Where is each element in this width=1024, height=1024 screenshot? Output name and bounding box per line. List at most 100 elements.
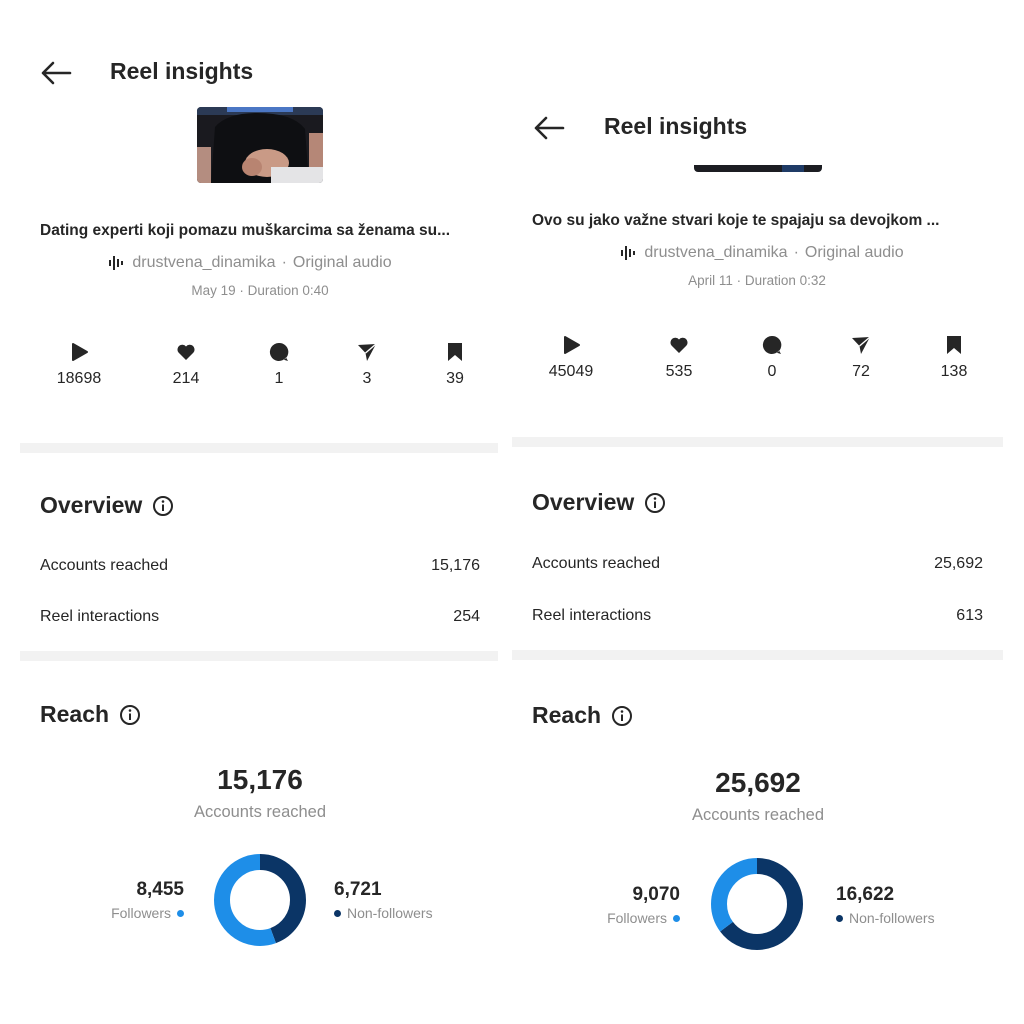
non-followers-label: Non-followers — [347, 905, 433, 921]
non-followers-legend: Non-followers — [334, 905, 433, 921]
reach-heading: Reach — [40, 701, 141, 728]
overview-heading: Overview — [532, 489, 666, 516]
reel-thumbnail[interactable] — [197, 107, 323, 183]
audio-separator: · — [793, 244, 799, 261]
comments-count: 0 — [767, 363, 777, 380]
followers-label: Followers — [111, 905, 171, 921]
audio-track: Original audio — [292, 254, 392, 271]
plays-count: 45049 — [548, 363, 594, 380]
reel-caption: Dating experti koji pomazu muškarcima sa… — [40, 222, 451, 239]
audio-info[interactable]: drustvena_dinamika · Original audio — [542, 244, 982, 262]
non-followers-dot — [334, 909, 341, 917]
saves-count: 39 — [446, 370, 464, 387]
heart-icon — [670, 337, 688, 353]
reel-interactions-value: 254 — [453, 608, 480, 625]
reel-date-duration: April 11 · Duration 0:32 — [688, 273, 826, 288]
reach-donut-chart — [711, 858, 803, 950]
info-icon[interactable] — [611, 705, 633, 727]
accounts-reached-label: Accounts reached — [532, 555, 661, 572]
reach-donut-chart — [214, 854, 306, 946]
section-divider — [512, 650, 1003, 660]
section-divider — [20, 651, 498, 661]
non-followers-count: 16,622 — [836, 884, 895, 905]
reel-insights-panel-1: Reel insights Dating experti koji pomazu… — [0, 0, 500, 1024]
comments-stat: 1 — [234, 341, 324, 388]
audio-separator: · — [281, 254, 287, 271]
saves-count: 138 — [940, 363, 968, 380]
followers-count: 8,455 — [136, 879, 184, 900]
non-followers-label: Non-followers — [849, 910, 935, 926]
likes-count: 214 — [172, 370, 200, 387]
accounts-reached-value: 15,176 — [431, 557, 480, 574]
non-followers-count: 6,721 — [334, 879, 382, 900]
comment-icon — [762, 335, 782, 354]
comment-icon — [269, 342, 289, 361]
arrow-left-icon[interactable] — [533, 116, 565, 140]
reel-interactions-label: Reel interactions — [40, 608, 160, 625]
likes-stat: 535 — [634, 334, 724, 381]
send-icon — [358, 343, 377, 361]
reel-caption: Ovo su jako važne stvari koje te spajaju… — [532, 212, 940, 229]
reel-insights-panel-2: Reel insights Ovo su jako važne stvari k… — [512, 0, 1012, 1024]
play-icon — [72, 343, 88, 361]
plays-count: 18698 — [56, 370, 102, 387]
page-title: Reel insights — [604, 113, 748, 139]
followers-dot — [673, 914, 680, 922]
comments-stat: 0 — [727, 334, 817, 381]
info-icon[interactable] — [119, 704, 141, 726]
section-divider — [20, 443, 498, 453]
followers-segment — [214, 854, 306, 946]
send-icon — [852, 336, 871, 354]
followers-dot — [177, 909, 184, 917]
shares-stat: 72 — [816, 334, 906, 381]
play-icon — [564, 336, 580, 354]
audio-account: drustvena_dinamika — [132, 254, 276, 271]
reach-total: 25,692 — [715, 767, 801, 798]
followers-legend: Followers — [580, 910, 680, 926]
audio-track: Original audio — [804, 244, 904, 261]
saves-stat: 39 — [410, 341, 500, 388]
audio-wave-icon — [109, 256, 124, 270]
reach-total-label: Accounts reached — [691, 806, 825, 824]
reach-title: Reach — [532, 702, 602, 728]
reach-heading: Reach — [532, 702, 633, 729]
plays-stat: 18698 — [34, 341, 124, 388]
info-icon[interactable] — [644, 492, 666, 514]
bookmark-icon — [448, 343, 462, 361]
non-followers-dot — [836, 914, 843, 922]
reel-interactions-value: 613 — [956, 607, 983, 624]
non-followers-legend: Non-followers — [836, 910, 935, 926]
shares-count: 72 — [852, 363, 870, 380]
page-title: Reel insights — [110, 58, 254, 84]
reach-title: Reach — [40, 701, 110, 727]
followers-segment — [711, 858, 803, 950]
audio-info[interactable]: drustvena_dinamika · Original audio — [40, 254, 460, 272]
overview-heading: Overview — [40, 492, 174, 519]
heart-icon — [177, 344, 195, 360]
accounts-reached-label: Accounts reached — [40, 557, 169, 574]
likes-stat: 214 — [141, 341, 231, 388]
arrow-left-icon[interactable] — [40, 61, 72, 85]
comments-count: 1 — [274, 370, 284, 387]
followers-label: Followers — [607, 910, 667, 926]
bookmark-icon — [947, 336, 961, 354]
audio-account: drustvena_dinamika — [644, 244, 788, 261]
followers-count: 9,070 — [632, 884, 680, 905]
followers-legend: Followers — [84, 905, 184, 921]
likes-count: 535 — [665, 363, 693, 380]
reel-thumbnail[interactable] — [694, 162, 822, 172]
audio-wave-icon — [621, 246, 636, 260]
overview-title: Overview — [40, 492, 143, 518]
saves-stat: 138 — [909, 334, 999, 381]
reach-total-label: Accounts reached — [193, 803, 327, 821]
shares-stat: 3 — [322, 341, 412, 388]
overview-title: Overview — [532, 489, 635, 515]
reel-date-duration: May 19 · Duration 0:40 — [191, 283, 329, 298]
reel-interactions-label: Reel interactions — [532, 607, 652, 624]
section-divider — [512, 437, 1003, 447]
shares-count: 3 — [362, 370, 372, 387]
info-icon[interactable] — [152, 495, 174, 517]
accounts-reached-value: 25,692 — [934, 555, 983, 572]
plays-stat: 45049 — [526, 334, 616, 381]
reach-total: 15,176 — [217, 764, 303, 795]
